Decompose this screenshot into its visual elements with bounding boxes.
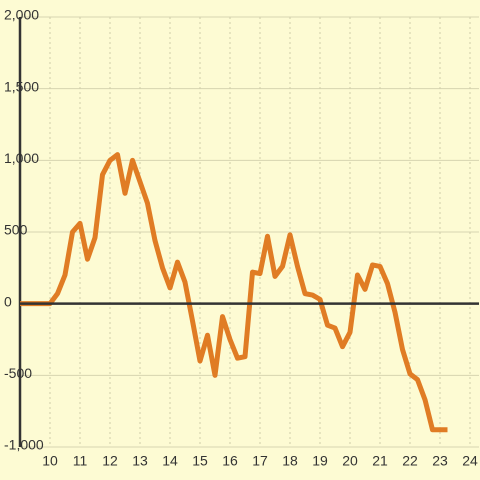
x-tick-label: 20 [342, 453, 358, 469]
y-tick-label: -1,000 [4, 437, 44, 453]
y-tick-label: 1,500 [4, 78, 39, 94]
x-tick-label: 16 [222, 453, 238, 469]
data-line [20, 152, 448, 433]
x-tick-label: 17 [252, 453, 268, 469]
x-tick-label: 24 [462, 453, 478, 469]
y-tick-label: 1,000 [4, 150, 39, 166]
x-tick-label: 22 [402, 453, 418, 469]
y-tick-label: 500 [4, 222, 28, 238]
x-tick-label: 10 [42, 453, 58, 469]
y-tick-label: 2,000 [4, 7, 39, 23]
x-tick-label: 18 [282, 453, 298, 469]
x-tick-label: 13 [132, 453, 148, 469]
x-tick-label: 19 [312, 453, 328, 469]
x-tick-label: 15 [192, 453, 208, 469]
x-tick-label: 23 [432, 453, 448, 469]
y-tick-label: 0 [4, 293, 12, 309]
x-tick-label: 21 [372, 453, 388, 469]
x-tick-label: 11 [73, 453, 88, 469]
y-tick-label: -500 [4, 365, 32, 381]
x-tick-label: 12 [102, 453, 118, 469]
x-tick-label: 14 [162, 453, 178, 469]
